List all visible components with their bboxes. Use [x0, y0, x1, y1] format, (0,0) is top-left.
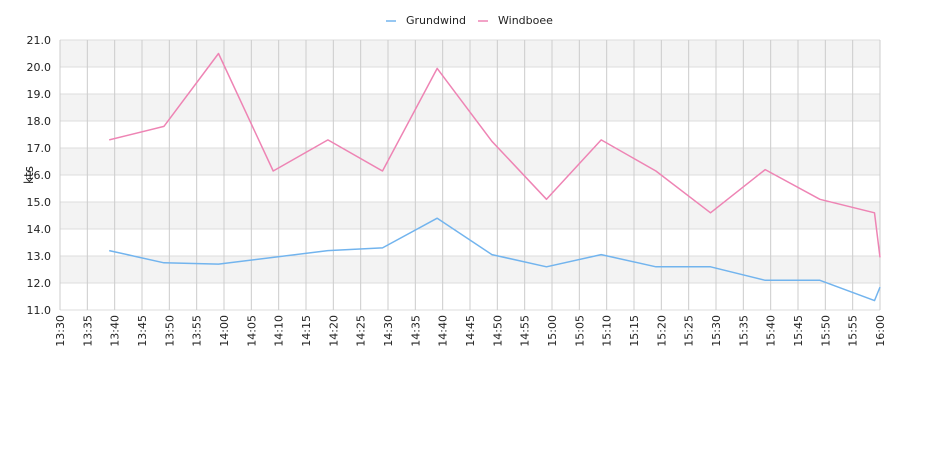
x-tick-label: 15:00 — [546, 315, 559, 347]
y-tick-label: 17.0 — [27, 142, 52, 155]
x-tick-label: 15:35 — [737, 315, 750, 347]
y-tick-label: 13.0 — [27, 250, 52, 263]
legend-label: Grundwind — [406, 14, 466, 27]
x-tick-label: 14:50 — [491, 315, 504, 347]
y-tick-label: 11.0 — [27, 304, 52, 317]
x-tick-label: 13:50 — [163, 315, 176, 347]
y-tick-label: 12.0 — [27, 277, 52, 290]
y-axis-label: kts — [22, 166, 36, 184]
x-tick-label: 14:20 — [327, 315, 340, 347]
x-tick-label: 15:30 — [710, 315, 723, 347]
x-tick-label: 14:25 — [355, 315, 368, 347]
x-tick-label: 14:05 — [245, 315, 258, 347]
y-tick-label: 14.0 — [27, 223, 52, 236]
y-tick-label: 15.0 — [27, 196, 52, 209]
x-tick-label: 16:00 — [874, 315, 887, 347]
x-tick-label: 13:30 — [54, 315, 67, 347]
y-tick-label: 19.0 — [27, 88, 52, 101]
x-tick-label: 15:45 — [792, 315, 805, 347]
x-tick-label: 14:35 — [409, 315, 422, 347]
x-tick-label: 15:55 — [847, 315, 860, 347]
x-tick-label: 14:40 — [437, 315, 450, 347]
legend: Grundwind Windboee — [386, 14, 553, 27]
legend-label: Windboee — [498, 14, 553, 27]
x-tick-label: 14:15 — [300, 315, 313, 347]
x-tick-label: 13:40 — [109, 315, 122, 347]
x-tick-label: 15:25 — [683, 315, 696, 347]
x-tick-label: 14:00 — [218, 315, 231, 347]
x-tick-label: 13:35 — [81, 315, 94, 347]
x-tick-label: 14:10 — [273, 315, 286, 347]
x-tick-label: 13:55 — [191, 315, 204, 347]
x-tick-label: 15:20 — [655, 315, 668, 347]
x-tick-label: 15:50 — [819, 315, 832, 347]
x-tick-label: 13:45 — [136, 315, 149, 347]
x-tick-label: 15:40 — [765, 315, 778, 347]
x-tick-label: 14:30 — [382, 315, 395, 347]
x-tick-label: 15:15 — [628, 315, 641, 347]
x-tick-label: 14:45 — [464, 315, 477, 347]
x-axis-ticks: 13:30 13:35 13:40 13:45 13:50 13:55 14:00 14:05… — [54, 315, 887, 347]
y-tick-label: 20.0 — [27, 61, 52, 74]
y-tick-label: 21.0 — [27, 34, 52, 47]
x-tick-label: 15:05 — [573, 315, 586, 347]
x-tick-label: 14:55 — [519, 315, 532, 347]
y-tick-label: 18.0 — [27, 115, 52, 128]
x-tick-label: 15:10 — [601, 315, 614, 347]
